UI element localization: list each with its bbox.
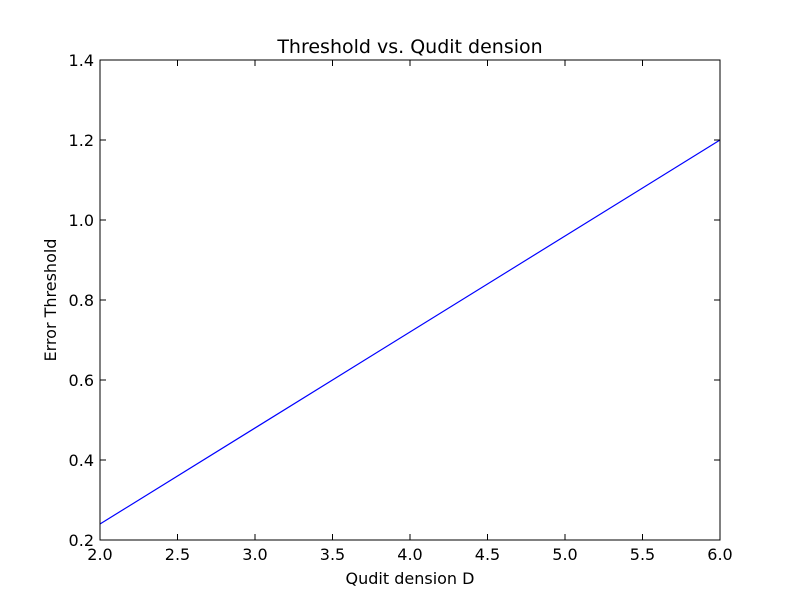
x-tick-label: 3.0 [242, 545, 267, 564]
x-tick-label: 4.5 [475, 545, 500, 564]
y-tick-label: 0.8 [69, 291, 94, 310]
x-axis-label: Qudit dension D [346, 569, 475, 588]
y-tick-label: 0.2 [69, 531, 94, 550]
y-tick-label: 1.2 [69, 131, 94, 150]
x-tick-label: 2.0 [87, 545, 112, 564]
x-tick-label: 6.0 [707, 545, 732, 564]
x-tick-label: 5.0 [552, 545, 577, 564]
y-tick-label: 1.0 [69, 211, 94, 230]
y-tick-label: 0.6 [69, 371, 94, 390]
y-tick-label: 0.4 [69, 451, 94, 470]
y-axis-label: Error Threshold [41, 239, 60, 362]
series-line-0 [99, 139, 721, 525]
ticks-layer: 2.0 2.5 3.0 3.5 4.0 4.5 5.0 5.5 6.0 0.2 0.4 0.6 0.8 1… [69, 51, 733, 564]
plot-area [100, 60, 720, 540]
y-tick-label: 1.4 [69, 51, 94, 70]
series-layer [99, 139, 721, 525]
chart-title: Threshold vs. Qudit dension [276, 36, 542, 58]
x-tick-label: 5.5 [630, 545, 655, 564]
x-tick-label: 2.5 [165, 545, 190, 564]
x-tick-label: 4.0 [397, 545, 422, 564]
x-tick-label: 3.5 [320, 545, 345, 564]
